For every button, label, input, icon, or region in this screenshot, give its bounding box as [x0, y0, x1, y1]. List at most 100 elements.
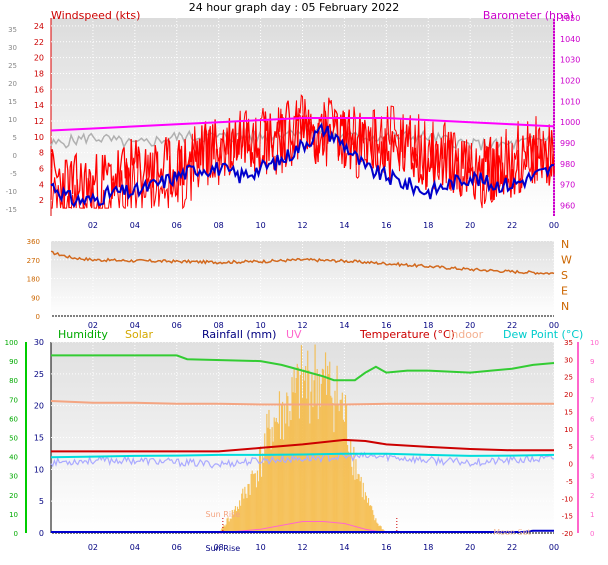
- x-tick-label: 08: [214, 321, 224, 330]
- temp-tick-label: 35: [8, 26, 17, 34]
- uv-tick-label: 7: [590, 396, 594, 404]
- chart-title: 24 hour graph day : 05 February 2022: [189, 1, 400, 14]
- series-temperature-line: [51, 438, 554, 453]
- temp-tick-label: 5: [13, 134, 17, 142]
- wind-tick-label: 24: [34, 22, 44, 31]
- x-tick-label: 00: [549, 543, 559, 552]
- x-tick-label: 22: [507, 543, 517, 552]
- x-tick-label: 10: [255, 543, 265, 552]
- x-tick-label: 08: [214, 543, 224, 552]
- series-avg-line: [50, 122, 555, 208]
- series-wind-line: [50, 100, 555, 210]
- wind-tick-label: 18: [34, 69, 44, 78]
- rain-tick-label: 30: [34, 338, 44, 347]
- x-tick-label: 14: [339, 221, 349, 230]
- temp-tick-label: 15: [564, 408, 573, 416]
- x-tick-label: 04: [130, 321, 140, 330]
- x-tick-label: 06: [172, 321, 182, 330]
- x-tick-label: 00: [549, 321, 559, 330]
- temp-tick-label: 0: [569, 461, 573, 469]
- uv-tick-label: 4: [590, 454, 595, 462]
- humidity-tick-label: 60: [9, 415, 18, 423]
- x-tick-label: 22: [507, 321, 517, 330]
- temp-tick-label: 35: [564, 339, 573, 347]
- legend-dewpoint: Dew Point (°C): [503, 328, 583, 341]
- humidity-tick-label: 40: [9, 454, 18, 462]
- humidity-tick-label: 10: [9, 511, 18, 519]
- x-tick-label: 16: [381, 543, 391, 552]
- uv-tick-label: 10: [590, 339, 599, 347]
- baro-tick-label: 1040: [560, 35, 580, 44]
- legend-humidity: Humidity: [58, 328, 108, 341]
- baro-tick-label: 1000: [560, 118, 580, 127]
- x-tick-label: 10: [255, 321, 265, 330]
- direction-tick-label: 180: [27, 276, 40, 284]
- humidity-tick-label: 20: [9, 492, 18, 500]
- series-dewpoint-line: [50, 452, 555, 459]
- temp-tick-label: -5: [566, 478, 573, 486]
- legend-temperature: Temperature (°C): [359, 328, 455, 341]
- sunrise-axis-label: Sun Rise: [206, 544, 241, 553]
- baro-tick-label: 960: [560, 202, 575, 211]
- temp-tick-label: 15: [8, 98, 17, 106]
- direction-tick-label: 360: [27, 238, 40, 246]
- temp-tick-label: -15: [6, 206, 17, 214]
- x-tick-label: 02: [88, 543, 98, 552]
- x-tick-label: 20: [465, 321, 475, 330]
- x-tick-label: 16: [381, 321, 391, 330]
- rain-tick-label: 15: [34, 434, 44, 443]
- wind-tick-label: 4: [39, 180, 44, 189]
- humidity-tick-label: 0: [14, 530, 18, 538]
- temp-tick-label: 25: [8, 62, 17, 70]
- wind-tick-label: 20: [34, 54, 44, 63]
- legend-uv: UV: [286, 328, 302, 341]
- temp-tick-label: 20: [564, 391, 573, 399]
- uv-tick-label: 3: [590, 473, 594, 481]
- temp-tick-label: 10: [8, 116, 17, 124]
- series-humidity-line: [51, 354, 555, 382]
- x-tick-label: 22: [507, 221, 517, 230]
- compass-label: N: [561, 238, 569, 251]
- x-tick-label: 18: [423, 543, 433, 552]
- wind-tick-label: 8: [39, 149, 44, 158]
- baro-tick-label: 980: [560, 160, 575, 169]
- wind-tick-label: 12: [34, 117, 44, 126]
- temp-tick-label: 5: [569, 443, 573, 451]
- moonset-label: Moon Set: [493, 528, 530, 537]
- x-tick-label: 16: [381, 221, 391, 230]
- x-tick-label: 02: [88, 221, 98, 230]
- rain-tick-label: 25: [34, 370, 44, 379]
- uv-tick-label: 1: [590, 511, 594, 519]
- temp-tick-label: 10: [564, 426, 573, 434]
- temp-tick-label: 25: [564, 374, 573, 382]
- x-tick-label: 08: [214, 221, 224, 230]
- compass-label: E: [561, 285, 568, 298]
- wind-panel: Windspeed (kts) Barometer (hpa) 24681012…: [6, 9, 581, 230]
- humidity-tick-label: 90: [9, 358, 18, 366]
- temp-tick-label: -10: [562, 495, 573, 503]
- baro-tick-label: 990: [560, 139, 575, 148]
- x-tick-label: 02: [88, 321, 98, 330]
- temp-tick-label: -10: [6, 188, 17, 196]
- x-tick-label: 12: [297, 543, 307, 552]
- legend-solar: Solar: [125, 328, 154, 341]
- uv-tick-label: 9: [590, 358, 594, 366]
- temp-tick-label: -20: [562, 530, 573, 538]
- x-tick-label: 06: [172, 543, 182, 552]
- compass-label: W: [561, 254, 572, 267]
- baro-tick-label: 1030: [560, 56, 580, 65]
- wind-tick-label: 14: [34, 101, 44, 110]
- wind-tick-label: 6: [39, 164, 44, 173]
- x-tick-label: 14: [339, 543, 349, 552]
- direction-tick-label: 270: [27, 257, 40, 265]
- wind-tick-label: 22: [34, 38, 44, 47]
- uv-tick-label: 2: [590, 492, 594, 500]
- rain-tick-label: 0: [39, 529, 44, 538]
- temp-tick-label: -5: [10, 170, 17, 178]
- baro-tick-label: 1010: [560, 97, 580, 106]
- humidity-tick-label: 70: [9, 396, 18, 404]
- legend-indoor: Indoor: [448, 328, 484, 341]
